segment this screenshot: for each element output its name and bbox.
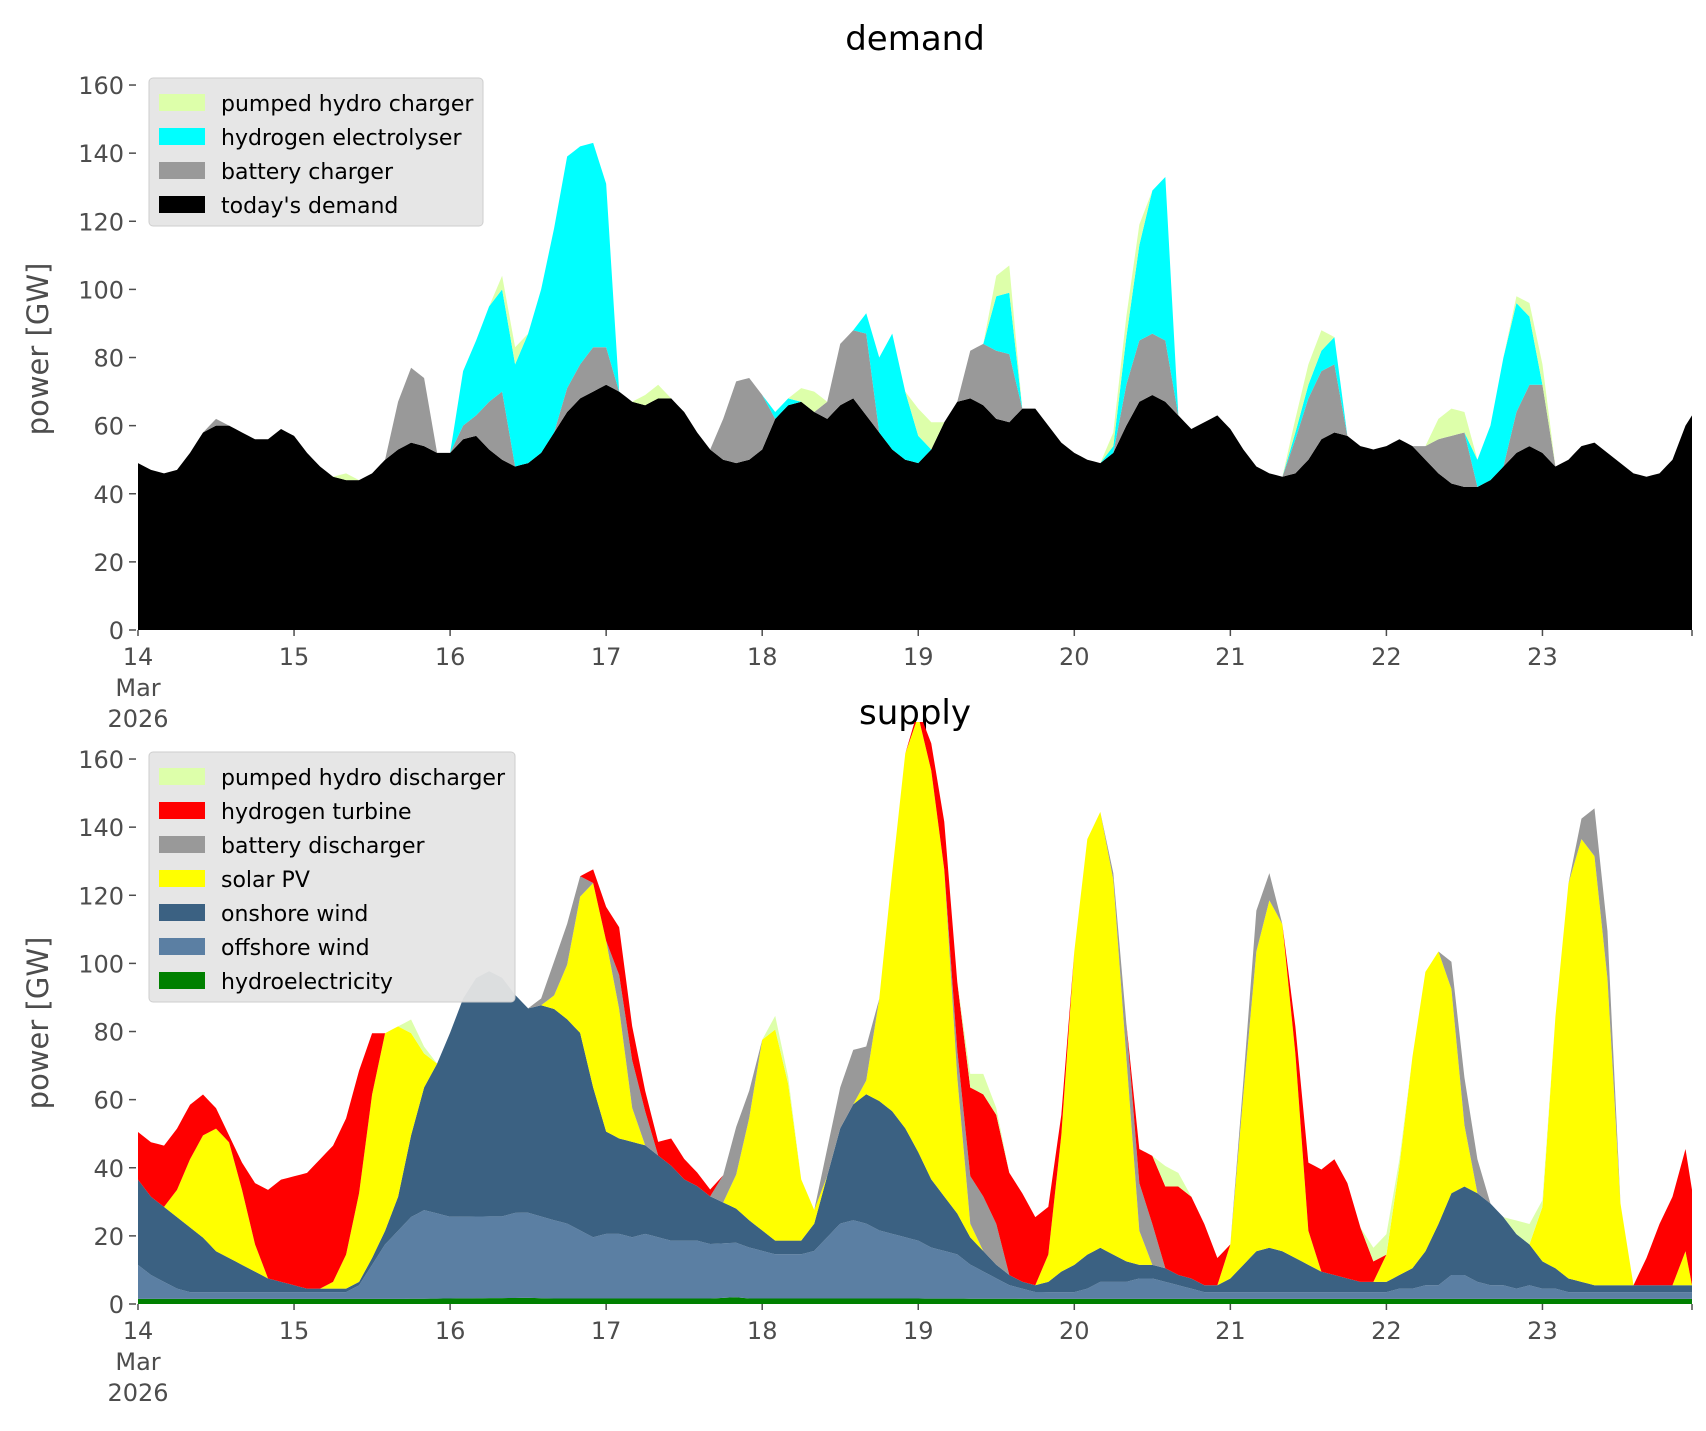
x-tick-label: 2026 xyxy=(107,705,168,733)
area-hydroelectricity xyxy=(138,1297,1692,1304)
area-hydrogen-turbine xyxy=(138,722,1692,1289)
legend-label-offshore-wind: offshore wind xyxy=(221,936,370,961)
x-tick-label: 20 xyxy=(1059,643,1090,671)
x-tick-label: 17 xyxy=(591,1317,622,1345)
legend-label-pumped-hydro-charger: pumped hydro charger xyxy=(221,92,474,117)
area-pumped-hydro-charger xyxy=(138,142,1692,481)
x-tick-label: 17 xyxy=(591,643,622,671)
area-series-group xyxy=(138,722,1692,1304)
y-tick-label: 0 xyxy=(109,1291,124,1319)
legend-swatch-today-s-demand xyxy=(159,196,205,213)
x-tick-label: 15 xyxy=(279,643,310,671)
legend-label-battery-discharger: battery discharger xyxy=(221,834,426,859)
x-tick-label: 16 xyxy=(435,1317,466,1345)
legend: pumped hydro discharger hydrogen turbine b… xyxy=(148,751,516,1003)
x-tick-label: 14 xyxy=(123,643,154,671)
legend-swatch-offshore-wind xyxy=(159,938,205,955)
legend-label-solar-pv: solar PV xyxy=(221,868,310,893)
x-tick-label: 21 xyxy=(1215,1317,1246,1345)
legend-label-hydrogen-electrolyser: hydrogen electrolyser xyxy=(221,126,462,151)
legend-label-battery-charger: battery charger xyxy=(221,160,394,185)
area-solar-pv xyxy=(138,722,1692,1289)
legend-swatch-battery-discharger xyxy=(159,836,205,853)
y-tick-label: 40 xyxy=(93,481,124,509)
legend-swatch-solar-pv xyxy=(159,870,205,887)
x-tick-label: 18 xyxy=(747,1317,778,1345)
legend-swatch-hydroelectricity xyxy=(159,972,205,989)
x-tick-label: 19 xyxy=(903,1317,934,1345)
legend-swatch-onshore-wind xyxy=(159,904,205,921)
legend-swatch-hydrogen-electrolyser xyxy=(159,128,205,145)
x-tick-label: 16 xyxy=(435,643,466,671)
y-tick-label: 0 xyxy=(109,617,124,645)
legend-label-pumped-hydro-discharger: pumped hydro discharger xyxy=(221,766,506,791)
y-axis-label: power [GW] xyxy=(21,263,55,436)
y-tick-label: 160 xyxy=(78,746,124,774)
y-tick-label: 80 xyxy=(93,345,124,373)
legend-swatch-battery-charger xyxy=(159,162,205,179)
y-tick-label: 160 xyxy=(78,72,124,100)
area-today-s-demand xyxy=(138,384,1692,630)
y-tick-label: 20 xyxy=(93,549,124,577)
chart-title: demand xyxy=(845,19,985,59)
y-tick-label: 40 xyxy=(93,1155,124,1183)
x-tick-label: 22 xyxy=(1371,1317,1402,1345)
legend-box xyxy=(148,751,516,1003)
y-tick-label: 120 xyxy=(78,208,124,236)
legend: pumped hydro charger hydrogen electrolyse… xyxy=(148,77,484,227)
x-tick-label: 23 xyxy=(1527,1317,1558,1345)
legend-label-hydroelectricity: hydroelectricity xyxy=(221,970,393,995)
x-tick-label: 21 xyxy=(1215,643,1246,671)
area-hydrogen-electrolyser xyxy=(138,142,1692,487)
y-tick-label: 20 xyxy=(93,1223,124,1251)
x-tick-label: 20 xyxy=(1059,1317,1090,1345)
x-tick-label: 2026 xyxy=(107,1379,168,1407)
y-tick-label: 100 xyxy=(78,950,124,978)
x-tick-label: 22 xyxy=(1371,643,1402,671)
x-tick-label: 15 xyxy=(279,1317,310,1345)
x-tick-label: 14 xyxy=(123,1317,154,1345)
legend-label-onshore-wind: onshore wind xyxy=(221,902,368,927)
y-tick-label: 60 xyxy=(93,413,124,441)
x-tick-label: Mar xyxy=(115,674,160,702)
y-tick-label: 120 xyxy=(78,882,124,910)
y-tick-label: 140 xyxy=(78,140,124,168)
area-onshore-wind xyxy=(138,971,1692,1293)
legend-swatch-hydrogen-turbine xyxy=(159,802,205,819)
x-tick-label: 19 xyxy=(903,643,934,671)
y-tick-label: 100 xyxy=(78,276,124,304)
x-tick-label: 23 xyxy=(1527,643,1558,671)
legend-label-today-s-demand: today's demand xyxy=(221,194,398,219)
area-battery-charger xyxy=(138,330,1692,487)
x-tick-label: Mar xyxy=(115,1348,160,1376)
legend-label-hydrogen-turbine: hydrogen turbine xyxy=(221,800,412,825)
legend-swatch-pumped-hydro-discharger xyxy=(159,768,205,785)
y-axis-label: power [GW] xyxy=(21,937,55,1110)
area-series-group xyxy=(138,142,1692,630)
legend-swatch-pumped-hydro-charger xyxy=(159,94,205,111)
demand-panel: demand 0 20 40 60 80 100 120 140 160 14 Mar 2026 15 16… xyxy=(21,19,1693,733)
legend-box xyxy=(148,77,484,227)
y-tick-label: 140 xyxy=(78,814,124,842)
x-tick-label: 18 xyxy=(747,643,778,671)
y-tick-label: 60 xyxy=(93,1087,124,1115)
y-tick-label: 80 xyxy=(93,1019,124,1047)
area-offshore-wind xyxy=(138,1210,1692,1299)
